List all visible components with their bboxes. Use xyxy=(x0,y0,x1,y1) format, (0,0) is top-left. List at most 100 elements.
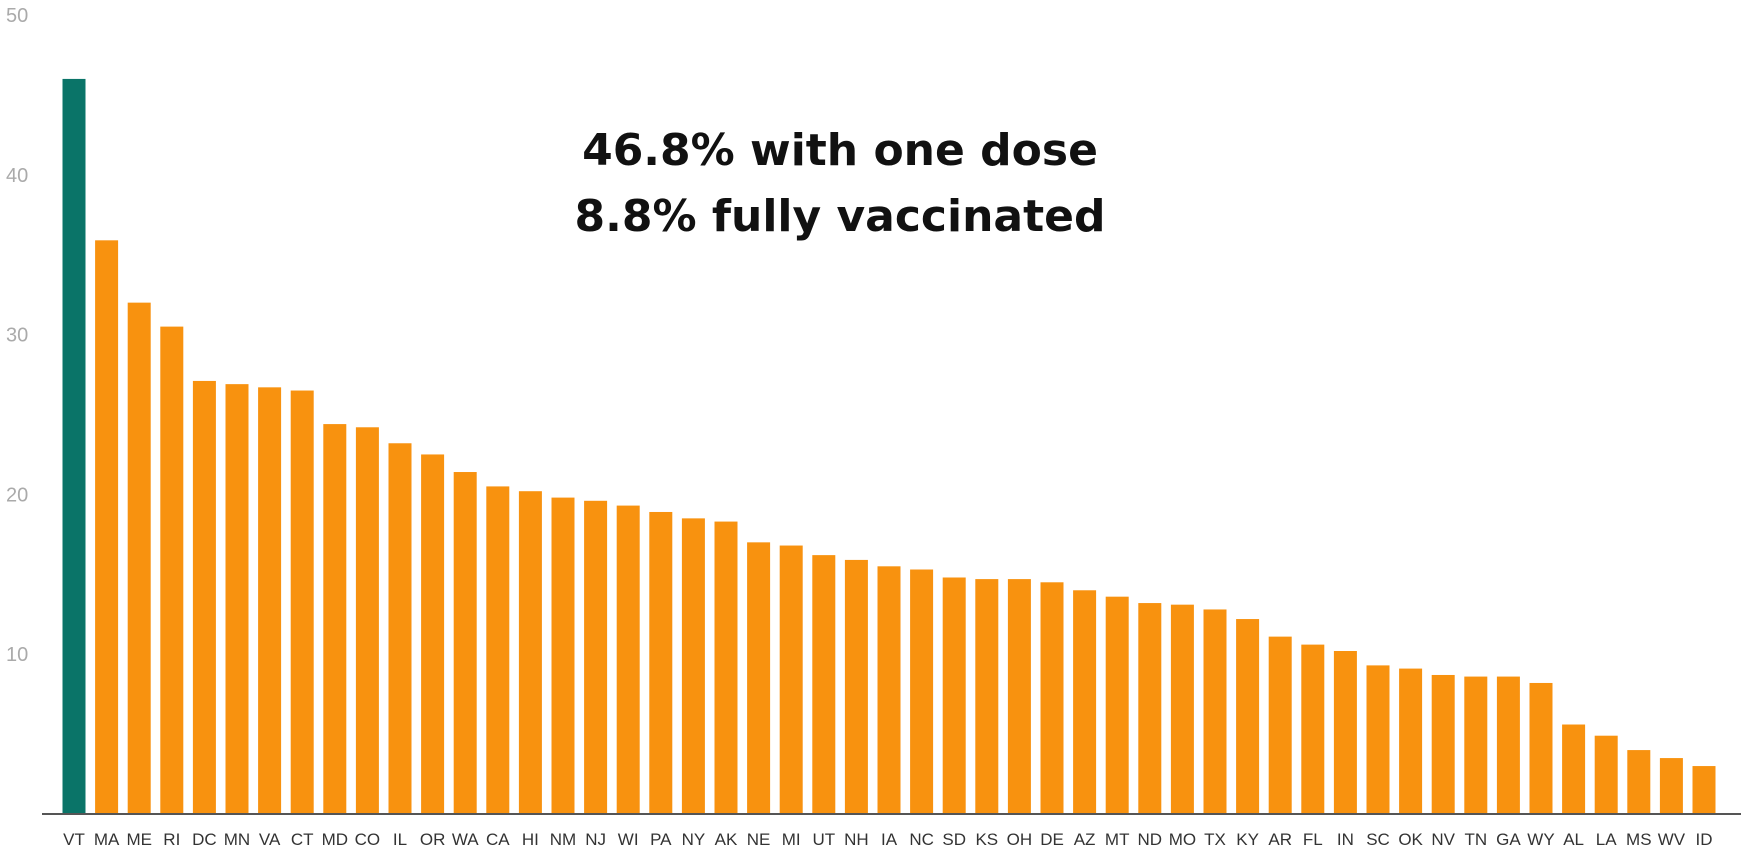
bar-dc xyxy=(192,380,216,814)
x-tick-label-ma: MA xyxy=(94,830,120,849)
y-tick-label: 20 xyxy=(6,484,28,506)
bar-il xyxy=(388,443,412,814)
y-tick-label: 30 xyxy=(6,325,28,347)
bar-wy xyxy=(1529,682,1553,814)
x-tick-label-la: LA xyxy=(1596,830,1617,849)
x-tick-label-tx: TX xyxy=(1204,830,1226,849)
annotation-line-fully-vaccinated: 8.8% fully vaccinated xyxy=(574,191,1106,242)
bar-az xyxy=(1073,590,1097,814)
bar-tn xyxy=(1464,676,1488,814)
x-tick-label-nc: NC xyxy=(909,830,934,849)
bar-mt xyxy=(1105,596,1129,814)
bar-md xyxy=(323,424,347,814)
x-tick-label-mo: MO xyxy=(1169,830,1196,849)
bar-va xyxy=(258,387,282,814)
x-tick-label-wi: WI xyxy=(618,830,639,849)
x-tick-label-co: CO xyxy=(355,830,381,849)
x-tick-label-ca: CA xyxy=(486,830,510,849)
bar-nh xyxy=(844,559,868,814)
bar-ut xyxy=(812,555,836,814)
bar-nm xyxy=(551,497,575,814)
bar-or xyxy=(421,454,445,814)
x-tick-label-ny: NY xyxy=(682,830,706,849)
bar-ak xyxy=(714,521,738,814)
bar-sc xyxy=(1366,665,1390,814)
x-tick-label-fl: FL xyxy=(1303,830,1323,849)
x-tick-label-md: MD xyxy=(322,830,348,849)
bar-mi xyxy=(779,545,803,814)
bar-ct xyxy=(290,390,314,814)
x-tick-label-ar: AR xyxy=(1268,830,1292,849)
y-tick-label: 10 xyxy=(6,644,28,666)
x-tick-label-or: OR xyxy=(420,830,446,849)
bar-wi xyxy=(616,505,640,814)
bar-co xyxy=(355,427,379,814)
x-tick-label-ne: NE xyxy=(747,830,771,849)
y-tick-label: 50 xyxy=(6,5,28,27)
bar-ok xyxy=(1399,668,1423,814)
x-tick-label-id: ID xyxy=(1696,830,1713,849)
bar-hi xyxy=(518,491,542,814)
bar-vt xyxy=(62,78,86,815)
y-axis-ticks: 10 20 30 40 50 xyxy=(6,5,28,666)
bar-ky xyxy=(1236,619,1260,814)
x-tick-label-oh: OH xyxy=(1007,830,1033,849)
x-tick-label-ky: KY xyxy=(1236,830,1259,849)
x-tick-label-ri: RI xyxy=(163,830,180,849)
bar-wv xyxy=(1659,758,1683,814)
bar-ga xyxy=(1496,676,1520,814)
x-tick-label-mi: MI xyxy=(782,830,801,849)
bar-pa xyxy=(649,511,673,814)
bar-in xyxy=(1333,651,1357,814)
x-tick-label-de: DE xyxy=(1040,830,1064,849)
x-tick-label-ak: AK xyxy=(715,830,738,849)
annotation-line-one-dose: 46.8% with one dose xyxy=(582,125,1098,176)
x-axis-labels: VT MA ME RI DC MN VA CT MD CO IL OR WA CA HI NM NJ WI PA NY… xyxy=(63,830,1712,849)
x-tick-label-in: IN xyxy=(1337,830,1354,849)
x-tick-label-ct: CT xyxy=(291,830,314,849)
x-tick-label-sd: SD xyxy=(942,830,966,849)
bar-ma xyxy=(95,240,119,814)
chart-annotation: 46.8% with one dose 8.8% fully vaccinate… xyxy=(540,118,1140,250)
bar-ar xyxy=(1268,636,1292,814)
x-tick-label-mn: MN xyxy=(224,830,250,849)
bar-mn xyxy=(225,384,249,814)
bar-fl xyxy=(1301,644,1325,814)
bar-sd xyxy=(942,577,966,814)
x-tick-label-al: AL xyxy=(1563,830,1584,849)
x-tick-label-nd: ND xyxy=(1138,830,1163,849)
x-tick-label-nv: NV xyxy=(1431,830,1455,849)
bar-nj xyxy=(584,500,608,814)
x-tick-label-tn: TN xyxy=(1464,830,1487,849)
bar-ny xyxy=(681,518,705,814)
bar-la xyxy=(1594,735,1618,814)
x-tick-label-mt: MT xyxy=(1105,830,1130,849)
bar-ne xyxy=(747,542,771,814)
bar-ks xyxy=(975,579,999,814)
x-tick-label-wv: WV xyxy=(1658,830,1686,849)
x-tick-label-az: AZ xyxy=(1074,830,1096,849)
bar-id xyxy=(1692,766,1716,814)
x-tick-label-ut: UT xyxy=(812,830,835,849)
x-tick-label-il: IL xyxy=(393,830,407,849)
x-tick-label-va: VA xyxy=(259,830,281,849)
bar-nv xyxy=(1431,674,1455,814)
x-tick-label-ok: OK xyxy=(1398,830,1423,849)
x-tick-label-pa: PA xyxy=(650,830,672,849)
x-tick-label-nh: NH xyxy=(844,830,869,849)
y-tick-label: 40 xyxy=(6,165,28,187)
x-tick-label-hi: HI xyxy=(522,830,539,849)
bar-me xyxy=(127,302,151,814)
x-tick-label-nj: NJ xyxy=(585,830,606,849)
bar-ca xyxy=(486,486,510,814)
x-tick-label-ks: KS xyxy=(975,830,998,849)
bar-ia xyxy=(877,566,901,814)
x-tick-label-ms: MS xyxy=(1626,830,1652,849)
bar-mo xyxy=(1170,604,1194,814)
bar-wa xyxy=(453,472,477,814)
x-tick-label-me: ME xyxy=(126,830,152,849)
bars xyxy=(62,78,1716,815)
x-tick-label-wa: WA xyxy=(452,830,479,849)
x-tick-label-dc: DC xyxy=(192,830,217,849)
